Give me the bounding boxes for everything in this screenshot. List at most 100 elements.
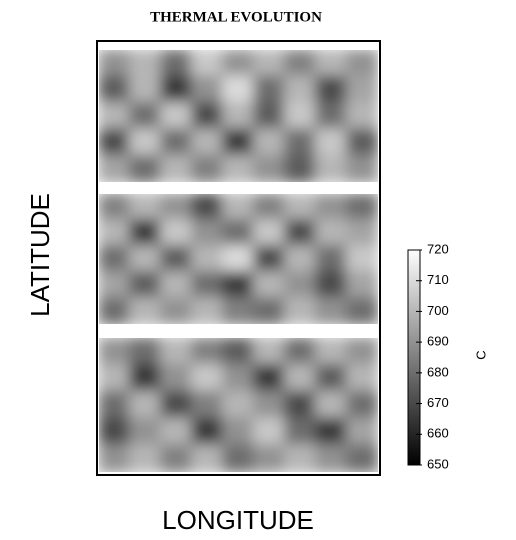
heatmap-cell: [98, 245, 131, 273]
heatmap-cell: [191, 417, 224, 446]
chart: THERMAL EVOLUTION LATITUDE LONGITUDE C 6…: [0, 0, 516, 540]
heatmap-cell: [129, 219, 162, 247]
y-axis-label: LATITUDE: [25, 193, 55, 317]
heatmap-cell: [284, 128, 317, 156]
heatmap-cell: [129, 102, 162, 130]
heatmap-cell: [191, 337, 224, 366]
heatmap-cell: [191, 128, 224, 156]
heatmap-cell: [222, 102, 255, 130]
heatmap-cell: [222, 271, 255, 299]
heatmap-cell: [129, 337, 162, 366]
heatmap-cell: [284, 271, 317, 299]
heatmap-cell: [98, 49, 131, 77]
heatmap-cell: [253, 245, 286, 273]
heatmap-cell: [160, 155, 193, 183]
heatmap-cell: [284, 444, 317, 473]
heatmap-cell: [98, 391, 131, 420]
heatmap-cell: [98, 75, 131, 103]
heatmap-cell: [222, 364, 255, 393]
colorbar-tick-label: 650: [427, 456, 449, 471]
heatmap-cell: [315, 297, 348, 325]
colorbar-tick-label: 720: [427, 241, 449, 256]
heatmap-cell: [284, 49, 317, 77]
heatmap-cell: [222, 337, 255, 366]
heatmap-cell: [222, 444, 255, 473]
heatmap-cell: [129, 245, 162, 273]
heatmap-cell: [253, 193, 286, 221]
heatmap-cell: [129, 417, 162, 446]
colorbar: [408, 250, 420, 465]
heatmap-cell: [315, 271, 348, 299]
heatmap-cell: [222, 417, 255, 446]
heatmap-cell: [160, 271, 193, 299]
heatmap-cell: [346, 391, 379, 420]
heatmap-cell: [346, 49, 379, 77]
heatmap-cell: [315, 444, 348, 473]
heatmap-cell: [98, 102, 131, 130]
heatmap-cell: [315, 364, 348, 393]
heatmap-cell: [253, 271, 286, 299]
heatmap-cell: [346, 75, 379, 103]
heatmap-cell: [129, 155, 162, 183]
heatmap-cell: [222, 391, 255, 420]
heatmap-cell: [129, 128, 162, 156]
colorbar-tick-label: 660: [427, 426, 449, 441]
heatmap-cell: [253, 128, 286, 156]
heatmap-cell: [284, 219, 317, 247]
heatmap-cell: [284, 245, 317, 273]
heatmap-cell: [98, 297, 131, 325]
heatmap-cell: [284, 102, 317, 130]
heatmap-cell: [222, 128, 255, 156]
colorbar-tick-label: 710: [427, 272, 449, 287]
heatmap-cell: [253, 49, 286, 77]
heatmap-cell: [346, 193, 379, 221]
heatmap-cell: [160, 75, 193, 103]
heatmap-cell: [191, 297, 224, 325]
heatmap-cell: [191, 391, 224, 420]
heatmap-cell: [346, 417, 379, 446]
chart-title: THERMAL EVOLUTION: [150, 9, 322, 25]
heatmap-cell: [253, 75, 286, 103]
heatmap-cell: [222, 219, 255, 247]
heatmap-cell: [98, 193, 131, 221]
heatmap-cell: [284, 297, 317, 325]
heatmap-cell: [129, 75, 162, 103]
heatmap-cell: [160, 391, 193, 420]
heatmap-cell: [222, 245, 255, 273]
heatmap-panel: [98, 337, 379, 473]
heatmap-cell: [129, 297, 162, 325]
heatmap-panel: [98, 49, 379, 183]
heatmap-cell: [253, 444, 286, 473]
heatmap-cells: [98, 337, 379, 473]
heatmap-cell: [346, 245, 379, 273]
heatmap-cell: [315, 219, 348, 247]
heatmap-cell: [191, 49, 224, 77]
heatmap-cells: [98, 49, 379, 183]
heatmap-cell: [222, 297, 255, 325]
heatmap-cell: [346, 128, 379, 156]
heatmap-cell: [222, 193, 255, 221]
colorbar-tick-label: 700: [427, 303, 449, 318]
heatmap-cell: [253, 364, 286, 393]
heatmap-cell: [284, 155, 317, 183]
heatmap-cell: [191, 271, 224, 299]
colorbar-tick-label: 680: [427, 364, 449, 379]
heatmap-cell: [191, 219, 224, 247]
heatmap-cell: [346, 444, 379, 473]
heatmap-cell: [346, 337, 379, 366]
heatmap-cell: [160, 417, 193, 446]
heatmap-cell: [346, 155, 379, 183]
heatmap-cell: [160, 444, 193, 473]
colorbar-label: C: [473, 350, 488, 359]
heatmap-cell: [191, 444, 224, 473]
heatmap-cell: [346, 271, 379, 299]
colorbar-tick-label: 690: [427, 334, 449, 349]
heatmap-cell: [284, 75, 317, 103]
heatmap-cell: [315, 102, 348, 130]
heatmap-cell: [284, 391, 317, 420]
heatmap-cell: [315, 245, 348, 273]
heatmap-cell: [253, 337, 286, 366]
heatmap-cell: [191, 75, 224, 103]
heatmap-cell: [253, 219, 286, 247]
heatmap-cells: [98, 193, 379, 325]
